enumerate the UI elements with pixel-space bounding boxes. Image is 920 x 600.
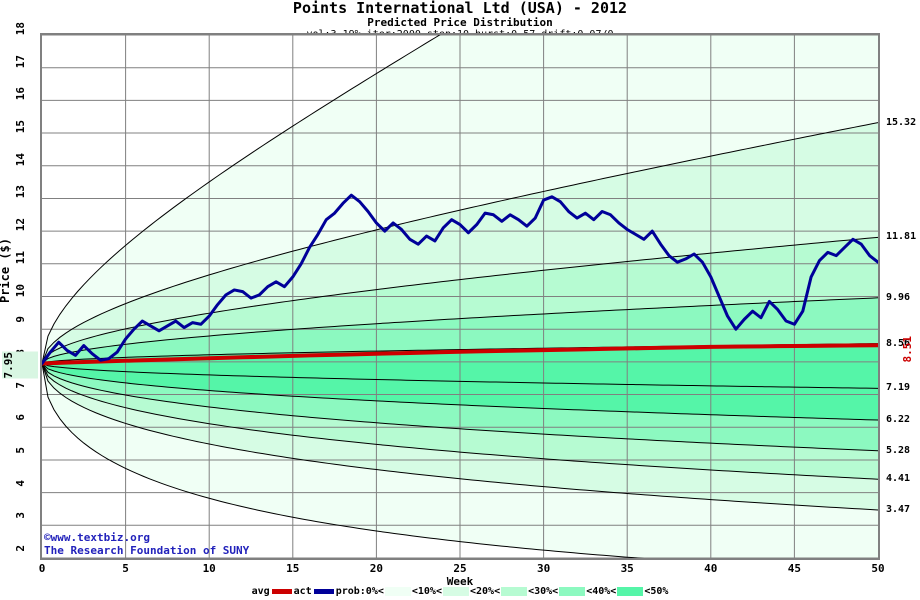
watermark: ©www.textbiz.org The Research Foundation…: [44, 531, 249, 557]
legend-p50-label: <50%: [644, 586, 669, 597]
quantile-boundary: [42, 363, 878, 480]
quantile-value-label: 4.41: [886, 473, 911, 485]
y-tick-label: 2: [14, 545, 27, 552]
y-tick-label: 7: [14, 381, 27, 389]
x-tick-label: 30: [536, 562, 551, 575]
legend-swatch-1: [442, 587, 469, 596]
quantile-boundary: [42, 363, 645, 558]
legend-avg-label: avg: [251, 586, 270, 597]
y-tick-label: 10: [14, 283, 27, 297]
quantile-value-label: 15.32: [886, 116, 917, 128]
y-tick-label: 6: [14, 414, 27, 421]
x-tick-label: 25: [453, 562, 467, 575]
probability-band: [42, 363, 878, 480]
quantile-value-label: 5.28: [886, 444, 911, 456]
legend-p30-label: <30%<: [528, 586, 559, 597]
y-tick-label: 4: [14, 479, 27, 487]
probability-band: [42, 363, 878, 558]
quantile-value-label: 9.96: [886, 291, 911, 303]
watermark-site: ©www.textbiz.org: [44, 531, 150, 544]
legend-prob-label: prob:0%<: [335, 586, 384, 597]
y-tick-label: 14: [14, 152, 27, 166]
series-avg: [42, 343, 878, 366]
y-tick-label: 18: [14, 22, 27, 36]
x-tick-label: 10: [202, 562, 216, 575]
y-tick-label: 11: [14, 250, 27, 265]
legend-swatch-4: [617, 587, 644, 596]
quantile-value-label: 11.81: [886, 231, 917, 243]
quantile-boundary: [42, 363, 878, 511]
y-tick-label: 5: [14, 446, 27, 454]
plot-svg: [42, 35, 878, 558]
quantile-value-label: 3.47: [886, 503, 911, 515]
legend-act-label: act: [293, 586, 312, 597]
x-tick-label: 40: [704, 562, 718, 575]
quantile-value-label: 7.19: [886, 382, 911, 394]
quantile-boundary: [42, 363, 878, 452]
y-tick-label: 15: [14, 120, 27, 134]
quantile-boundary: [42, 363, 878, 389]
x-tick-label: 45: [787, 562, 802, 575]
legend-swatch-2: [501, 587, 528, 596]
quantile-boundary: [42, 35, 441, 364]
legend-swatch-3: [559, 587, 586, 596]
series-act: [42, 193, 878, 366]
y-tick-label: 17: [14, 54, 27, 68]
quantile-boundary: [42, 297, 878, 364]
last-actual-price-label: 8.51: [901, 336, 914, 363]
x-tick-label: 20: [369, 562, 384, 575]
legend-p40-label: <40%<: [586, 586, 617, 597]
x-tick-label: 5: [122, 562, 129, 575]
legend-p10-label: <10%<: [411, 586, 442, 597]
plot-area: [40, 33, 880, 560]
x-tick-label: 50: [871, 562, 885, 575]
y-tick-label: 12: [14, 218, 27, 232]
watermark-org: The Research Foundation of SUNY: [44, 544, 250, 557]
legend-act-swatch: [313, 589, 334, 594]
quantile-boundary: [42, 236, 878, 364]
x-tick-label: 35: [620, 562, 634, 575]
y-tick-label: 3: [14, 512, 27, 519]
x-axis-label: Week: [446, 575, 474, 588]
quantile-boundary: [42, 363, 878, 421]
chart-legend: avg act prob:0%< <10%< <20%< <30%< <40%<…: [0, 586, 920, 597]
chart-subtitle: Predicted Price Distribution: [367, 16, 553, 29]
legend-p20-label: <20%<: [469, 586, 501, 597]
chart-title: Points International Ltd (USA) - 2012: [292, 0, 628, 17]
quantile-boundary: [42, 122, 878, 364]
legend-avg-swatch: [271, 589, 292, 594]
quantile-value-label: 6.22: [886, 414, 911, 426]
y-tick-label: 9: [14, 316, 27, 323]
quantile-value-label: 8.56: [886, 337, 911, 349]
x-tick-label: 15: [286, 562, 300, 575]
y-tick-label: 16: [14, 87, 27, 101]
legend-swatch-0: [384, 587, 411, 596]
probability-band: [42, 363, 878, 510]
y-tick-label: 13: [14, 185, 27, 199]
current-price-label: 7.95: [2, 352, 38, 379]
x-tick-label: 0: [38, 562, 46, 575]
